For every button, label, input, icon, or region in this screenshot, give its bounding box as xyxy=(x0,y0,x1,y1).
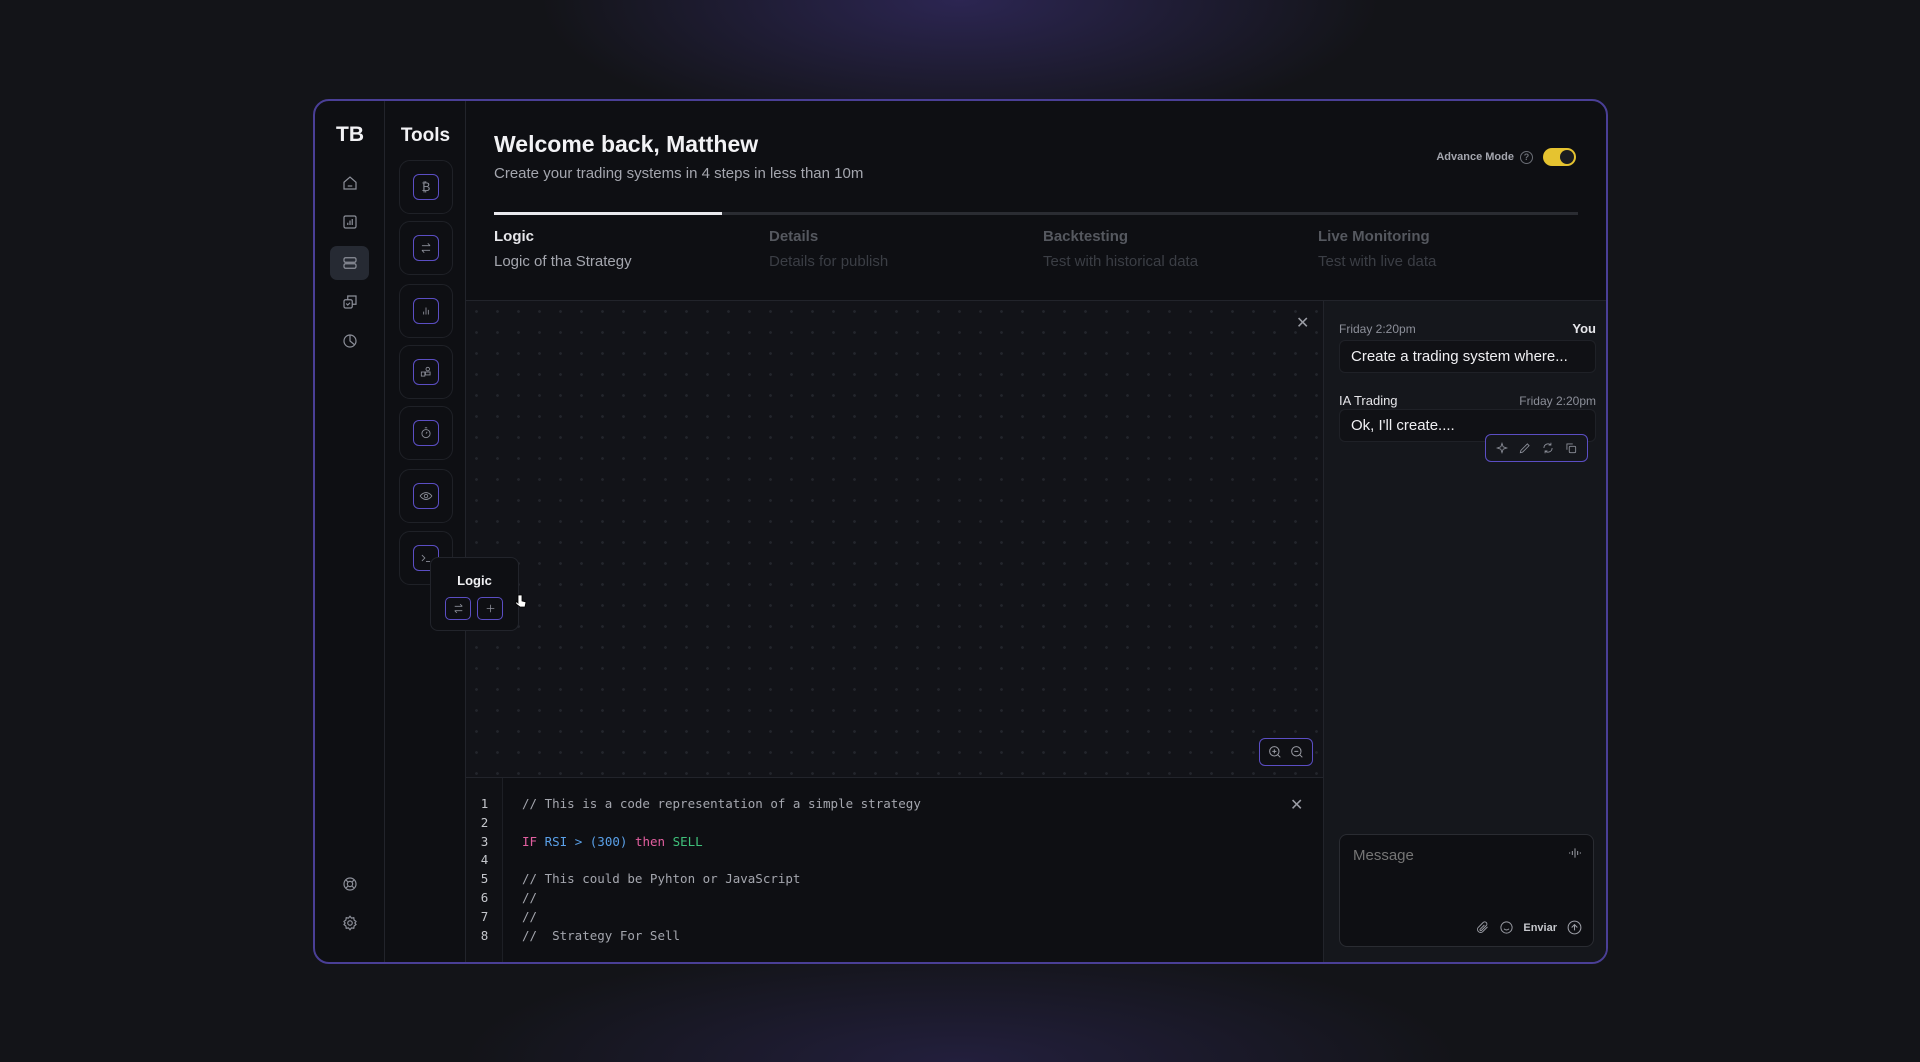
chat-panel: Friday 2:20pm You Create a trading syste… xyxy=(1324,301,1606,962)
settings-gear-icon[interactable] xyxy=(330,906,369,940)
copy-icon[interactable] xyxy=(1564,441,1578,455)
bot-message-time: Friday 2:20pm xyxy=(1519,394,1596,408)
tool-chart-bars[interactable] xyxy=(399,284,453,338)
chart-bars-icon xyxy=(413,298,439,324)
attach-paperclip-icon[interactable] xyxy=(1475,920,1490,935)
emoji-icon[interactable] xyxy=(1499,920,1514,935)
line-number: 7 xyxy=(480,909,489,924)
zoom-in-icon[interactable] xyxy=(1267,744,1283,760)
send-row: Enviar xyxy=(1475,919,1583,936)
tools-title: Tools xyxy=(400,125,451,146)
close-canvas-icon[interactable]: ✕ xyxy=(1296,315,1310,332)
swap-icon xyxy=(413,235,439,261)
edit-pencil-icon[interactable] xyxy=(1518,441,1532,455)
advance-mode-toggle[interactable] xyxy=(1543,148,1576,166)
step-details[interactable]: Details Details for publish xyxy=(769,228,888,270)
code-number: (300) xyxy=(589,834,628,849)
plus-icon xyxy=(486,604,494,613)
logic-tool-popover: Logic xyxy=(430,557,519,631)
popover-swap-button[interactable] xyxy=(445,597,471,620)
step-live-monitoring[interactable]: Live Monitoring Test with live data xyxy=(1318,228,1436,270)
pie-chart-icon[interactable] xyxy=(330,324,369,358)
step-backtesting[interactable]: Backtesting Test with historical data xyxy=(1043,228,1198,270)
close-code-icon[interactable]: ✕ xyxy=(1290,797,1304,814)
tool-eye[interactable] xyxy=(399,469,453,523)
step-sub: Logic of tha Strategy xyxy=(494,253,632,270)
line-number: 8 xyxy=(480,928,489,943)
logo: TB xyxy=(336,123,364,146)
code-keyword: then xyxy=(634,834,666,849)
chart-icon[interactable] xyxy=(330,205,369,239)
send-arrow-up-icon[interactable] xyxy=(1566,919,1583,936)
code-editor[interactable]: 1 2 3 4 5 6 7 8 // This is a code repres… xyxy=(466,778,1324,962)
code-keyword: IF xyxy=(522,834,538,849)
bot-name: IA Trading xyxy=(1339,393,1398,408)
layers-icon[interactable] xyxy=(330,246,369,280)
code-variable: RSI > xyxy=(544,834,583,849)
tool-bitcoin[interactable]: ₿ xyxy=(399,160,453,214)
line-gutter: 1 2 3 4 5 6 7 8 xyxy=(466,778,503,962)
user-message-time: Friday 2:20pm xyxy=(1339,322,1416,336)
message-actions xyxy=(1485,434,1588,462)
step-label: Logic xyxy=(494,228,534,245)
swap-icon xyxy=(453,603,463,614)
home-icon[interactable] xyxy=(330,166,369,200)
message-composer: Enviar xyxy=(1339,834,1594,947)
line-number: 2 xyxy=(480,815,489,830)
progress-fill xyxy=(494,212,722,215)
voice-waveform-icon[interactable] xyxy=(1567,845,1583,861)
code-line: // This could be Pyhton or JavaScript xyxy=(522,871,801,886)
bitcoin-icon: ₿ xyxy=(413,174,439,200)
step-label: Backtesting xyxy=(1043,228,1129,245)
timer-icon xyxy=(413,420,439,446)
blocks-icon xyxy=(413,359,439,385)
line-number: 6 xyxy=(480,890,489,905)
tool-blocks[interactable] xyxy=(399,345,453,399)
zoom-out-icon[interactable] xyxy=(1289,744,1305,760)
help-lifebuoy-icon[interactable] xyxy=(330,867,369,901)
step-sub: Test with live data xyxy=(1318,253,1437,270)
regenerate-icon[interactable] xyxy=(1541,441,1555,455)
steps-progress-bar xyxy=(494,212,1578,215)
popover-add-button[interactable] xyxy=(477,597,503,620)
step-label: Details xyxy=(769,228,819,245)
strategy-canvas[interactable]: ✕ xyxy=(466,301,1324,778)
bot-message: Ok, I'll create.... xyxy=(1339,409,1596,442)
popover-title: Logic xyxy=(457,573,492,588)
help-question-icon[interactable]: ? xyxy=(1520,150,1533,164)
zoom-controls xyxy=(1259,738,1313,766)
code-line: IF RSI > (300) then SELL xyxy=(522,833,703,852)
send-button[interactable]: Enviar xyxy=(1523,921,1557,934)
copy-check-icon[interactable] xyxy=(330,285,369,319)
line-number: 4 xyxy=(480,852,489,867)
code-line: // xyxy=(522,909,538,924)
app-window: TB Tools ₿ Welcome back, Matthew Create … xyxy=(313,99,1608,964)
page-subtitle: Create your trading systems in 4 steps i… xyxy=(494,165,864,182)
user-name: You xyxy=(1572,321,1596,336)
code-action: SELL xyxy=(672,834,703,849)
advance-mode: Advance Mode ? xyxy=(1436,148,1576,166)
page-title: Welcome back, Matthew xyxy=(494,131,759,157)
user-message: Create a trading system where... xyxy=(1339,340,1596,373)
step-label: Live Monitoring xyxy=(1318,228,1430,245)
tool-timer[interactable] xyxy=(399,406,453,460)
line-number: 3 xyxy=(480,834,489,849)
code-line: // Strategy For Sell xyxy=(522,928,681,943)
page-header: Welcome back, Matthew Create your tradin… xyxy=(466,101,1606,301)
step-logic[interactable]: Logic Logic of tha Strategy xyxy=(494,228,632,270)
tool-swap[interactable] xyxy=(399,221,453,275)
message-input[interactable] xyxy=(1353,847,1553,864)
line-number: 1 xyxy=(480,796,489,811)
hand-cursor-icon xyxy=(515,594,527,608)
tools-panel: Tools ₿ xyxy=(385,101,466,962)
step-sub: Test with historical data xyxy=(1043,253,1199,270)
step-sub: Details for publish xyxy=(769,253,889,270)
line-number: 5 xyxy=(480,871,489,886)
advance-mode-label: Advance Mode xyxy=(1436,151,1514,163)
code-line: // xyxy=(522,890,538,905)
main-nav: TB xyxy=(315,101,385,962)
sparkle-icon[interactable] xyxy=(1495,441,1509,455)
eye-icon xyxy=(413,483,439,509)
code-line: // This is a code representation of a si… xyxy=(522,796,921,811)
